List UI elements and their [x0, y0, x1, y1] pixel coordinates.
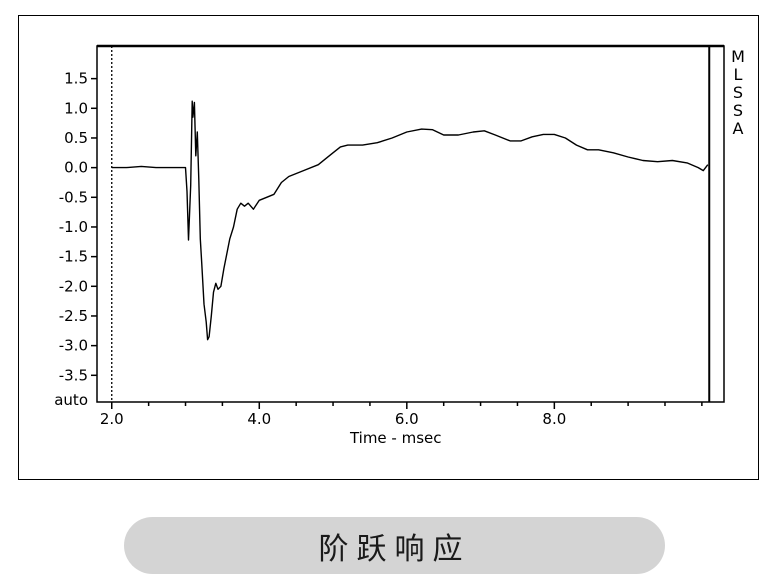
y-tick-label: 0.0: [64, 159, 88, 177]
y-tick-label: -0.5: [59, 188, 88, 206]
ticks-layer: 1.5 1.0 0.5 0.0 -0.5 -1.0 -1.5 -2.0 -2.5 -3.0 -3.5…: [59, 70, 703, 428]
side-label-letter: S: [733, 83, 743, 102]
y-tick-label: 0.5: [64, 129, 88, 147]
y-tick-label: -3.0: [59, 337, 88, 355]
plot-box: [96, 45, 725, 403]
y-auto-label: auto: [54, 391, 88, 409]
side-label-letter: A: [733, 119, 744, 138]
y-tick-label: 1.5: [64, 70, 88, 88]
y-tick-label: -2.0: [59, 277, 88, 295]
series-layer: [111, 100, 709, 341]
y-tick-label: -1.5: [59, 248, 88, 266]
x-tick-label: 4.0: [247, 410, 271, 428]
caption-text: 阶跃响应: [318, 531, 471, 567]
y-tick-label: -2.5: [59, 307, 88, 325]
side-label-letter: S: [733, 101, 743, 120]
axes-layer: [96, 44, 725, 403]
y-tick-label: -1.0: [59, 218, 88, 236]
side-label-letter: M: [731, 47, 745, 66]
caption-pill: 阶跃响应: [124, 517, 665, 574]
x-tick-label: 6.0: [395, 410, 419, 428]
y-tick-label: 1.0: [64, 99, 88, 117]
step-response-chart: 1.5 1.0 0.5 0.0 -0.5 -1.0 -1.5 -2.0 -2.5 -3.0 -3.5…: [54, 44, 745, 447]
chart-frame: [18, 15, 759, 480]
side-label-letter: L: [734, 65, 743, 84]
y-tick-label: -3.5: [59, 366, 88, 384]
series-line: [111, 100, 709, 341]
x-tick-label: 2.0: [100, 410, 124, 428]
x-axis-title: Time - msec: [349, 429, 442, 447]
x-tick-label: 8.0: [542, 410, 566, 428]
